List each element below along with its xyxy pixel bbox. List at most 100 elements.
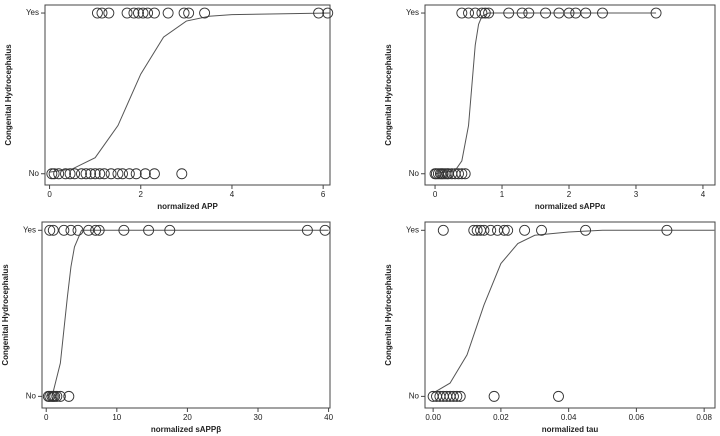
y-tick-label: Yes	[406, 8, 419, 17]
data-point	[117, 168, 128, 180]
data-point	[69, 168, 81, 180]
data-point	[112, 168, 124, 180]
x-tick-label: 0.04	[561, 413, 577, 422]
y-tick-label: Yes	[23, 225, 36, 234]
data-point	[301, 224, 313, 236]
y-tick-label: Yes	[26, 8, 39, 17]
y-tick-label: No	[29, 169, 40, 178]
x-tick-label: 0.06	[629, 413, 645, 422]
data-point	[563, 7, 575, 19]
data-point	[313, 7, 325, 19]
data-point	[322, 7, 334, 19]
x-tick-label: 2	[567, 190, 572, 199]
x-tick-label: 1	[500, 190, 505, 199]
data-point	[523, 7, 535, 19]
data-point	[448, 390, 459, 402]
data-point	[451, 390, 463, 402]
data-point	[148, 168, 160, 180]
x-tick-label: 4	[701, 190, 706, 199]
fit-curve	[49, 12, 331, 173]
data-point	[98, 168, 110, 180]
x-tick-label: 0.02	[493, 413, 509, 422]
data-point	[96, 7, 108, 19]
data-point	[540, 7, 552, 19]
plot-frame	[41, 221, 331, 409]
data-point	[463, 7, 474, 19]
data-point	[503, 7, 515, 19]
data-point	[178, 7, 190, 19]
data-point	[143, 224, 155, 236]
data-point	[536, 224, 547, 236]
data-point	[162, 7, 174, 19]
y-tick-label: No	[409, 169, 420, 178]
data-point	[485, 224, 497, 236]
fit-curve	[432, 229, 715, 394]
data-point	[459, 168, 471, 180]
plot-frame	[424, 221, 716, 409]
y-axis-label: Congenital Hydrocephalus	[4, 44, 13, 146]
data-point	[319, 224, 331, 236]
data-point	[46, 168, 58, 180]
data-point	[80, 168, 92, 180]
data-point	[121, 7, 133, 19]
plot-frame	[424, 4, 716, 186]
data-point	[105, 168, 117, 180]
data-point	[142, 7, 154, 19]
data-point	[76, 168, 87, 180]
x-axis-label: normalized sAPPα	[535, 202, 605, 211]
data-point	[83, 224, 95, 236]
y-axis-label: Congenital Hydrocephalus	[1, 264, 10, 366]
x-tick-label: 3	[634, 190, 639, 199]
x-tick-label: 0.00	[425, 413, 441, 422]
y-tick-label: No	[26, 391, 37, 400]
data-point	[94, 168, 106, 180]
data-point	[130, 168, 142, 180]
data-point	[164, 224, 176, 236]
x-tick-label: 10	[112, 413, 121, 422]
data-point	[454, 390, 466, 402]
plot-frame	[44, 4, 331, 186]
fit-curve	[434, 12, 657, 175]
data-point	[471, 224, 483, 236]
x-axis-label: normalized APP	[157, 202, 218, 211]
data-point	[553, 390, 564, 402]
data-point	[437, 224, 449, 236]
data-point	[148, 7, 160, 19]
data-point	[118, 224, 130, 236]
data-point	[488, 390, 500, 402]
x-axis-label: normalized sAPPβ	[151, 425, 221, 434]
data-point	[661, 224, 673, 236]
data-point	[650, 7, 662, 19]
data-point	[137, 7, 149, 19]
data-point	[476, 7, 488, 19]
x-tick-label: 30	[254, 413, 263, 422]
data-point	[85, 168, 97, 180]
y-tick-label: No	[409, 391, 420, 400]
data-point	[453, 168, 464, 180]
data-point	[63, 390, 75, 402]
data-point	[128, 7, 140, 19]
data-point	[139, 168, 151, 180]
x-axis-label: normalized tau	[542, 425, 599, 434]
x-tick-label: 20	[183, 413, 192, 422]
fit-curve	[45, 229, 329, 397]
data-point	[199, 7, 211, 19]
data-point	[47, 224, 59, 236]
data-point	[60, 168, 71, 180]
y-axis-label: Congenital Hydrocephalus	[384, 44, 393, 146]
data-point	[133, 7, 144, 19]
data-point	[580, 224, 592, 236]
x-tick-label: 0	[47, 190, 52, 199]
data-point	[580, 7, 592, 19]
x-tick-label: 0	[44, 413, 49, 422]
x-tick-label: 2	[139, 190, 144, 199]
data-point	[123, 168, 135, 180]
data-point	[516, 7, 528, 19]
data-point	[91, 7, 103, 19]
data-point	[51, 390, 63, 402]
data-point	[65, 224, 77, 236]
data-point	[479, 7, 491, 19]
data-point	[103, 7, 115, 19]
data-point	[502, 224, 514, 236]
